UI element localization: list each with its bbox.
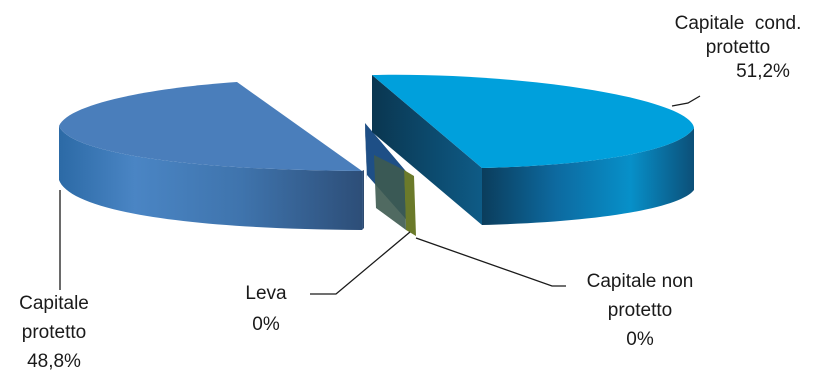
label-capitale-protetto-line2: protetto	[21, 322, 87, 343]
label-capitale-protetto: Capitale protetto 48,8%	[4, 292, 104, 374]
label-leva-line1: Leva	[245, 283, 287, 304]
leader-line-leva	[310, 231, 411, 295]
slice-capitale-cond-protetto-side	[482, 128, 694, 225]
slice-capitale-protetto-side	[59, 126, 362, 230]
label-capitale-non-protetto-line1: Capitale non	[586, 271, 694, 292]
label-capitale-protetto-percent: 48,8%	[27, 351, 81, 372]
label-capitale-cond-protetto-line1: Capitale cond.	[674, 13, 802, 34]
label-capitale-cond-protetto-line2: protetto	[705, 37, 771, 58]
slice-capitale-protetto	[59, 82, 364, 230]
label-capitale-non-protetto: Capitale non protetto 0%	[556, 270, 724, 352]
label-capitale-non-protetto-line2: protetto	[607, 300, 673, 321]
leader-line-capitale-cond-protetto	[671, 95, 701, 107]
slice-capitale-cond-protetto-top	[372, 74, 694, 168]
label-capitale-protetto-line1: Capitale	[19, 293, 89, 314]
slice-capitale-non-protetto	[374, 155, 416, 236]
label-leva-percent: 0%	[252, 314, 280, 335]
slice-capitale-protetto-cut	[362, 170, 364, 230]
label-capitale-non-protetto-percent: 0%	[626, 329, 654, 350]
label-leva: Leva 0%	[236, 282, 296, 337]
leader-lines	[59, 95, 701, 295]
label-capitale-cond-protetto: Capitale cond. protetto 51,2%	[654, 12, 822, 84]
label-capitale-cond-protetto-percent: 51,2%	[736, 61, 790, 82]
slice-capitale-cond-protetto-cut	[372, 75, 482, 225]
slice-capitale-cond-protetto	[372, 74, 694, 225]
slice-capitale-protetto-top	[59, 82, 362, 171]
leader-line-capitale-non-protetto	[415, 237, 566, 287]
